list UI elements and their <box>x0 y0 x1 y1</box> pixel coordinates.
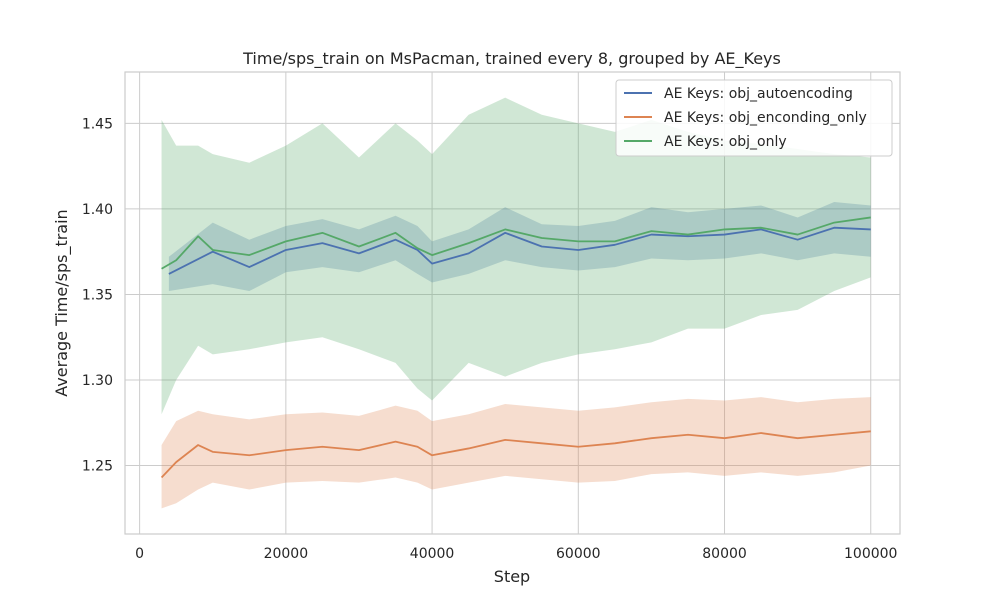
series-line-0 <box>168 226 871 275</box>
series-line-1 <box>160 430 871 479</box>
legend-label-2: AE Keys: obj_only <box>664 134 787 150</box>
y-tick-label: 1.35 <box>82 287 113 303</box>
x-axis-label: Step <box>494 567 530 586</box>
x-tick-labels: 0 20000 40000 60000 80000 100000 <box>135 546 897 562</box>
confidence-band-1 <box>161 397 871 509</box>
y-tick-label: 1.30 <box>82 373 113 389</box>
y-axis-label: Average Time/sps_train <box>52 209 72 396</box>
confidence-band-2 <box>161 97 871 415</box>
y-tick-label: 1.45 <box>82 116 113 132</box>
plot-frame <box>124 71 901 535</box>
series-line-2 <box>161 216 871 270</box>
x-tick-label: 40000 <box>410 546 455 562</box>
series-lines <box>160 216 871 479</box>
legend-label-0: AE Keys: obj_autoencoding <box>664 86 853 102</box>
x-tick-label: 60000 <box>556 546 601 562</box>
x-tick-label: 80000 <box>702 546 747 562</box>
chart-title: Time/sps_train on MsPacman, trained ever… <box>242 49 781 69</box>
confidence-band-0 <box>168 202 871 292</box>
x-tick-label: 0 <box>135 546 144 562</box>
confidence-bands <box>161 97 871 509</box>
y-tick-label: 1.40 <box>82 202 113 218</box>
y-tick-label: 1.25 <box>82 459 113 475</box>
x-tick-label: 100000 <box>844 546 897 562</box>
legend-label-1: AE Keys: obj_enconding_only <box>664 110 867 126</box>
x-tick-label: 20000 <box>264 546 309 562</box>
legend: AE Keys: obj_autoencoding AE Keys: obj_en… <box>615 79 893 157</box>
legend-box <box>615 79 893 157</box>
y-tick-labels: 1.25 1.30 1.35 1.40 1.45 <box>82 116 113 474</box>
